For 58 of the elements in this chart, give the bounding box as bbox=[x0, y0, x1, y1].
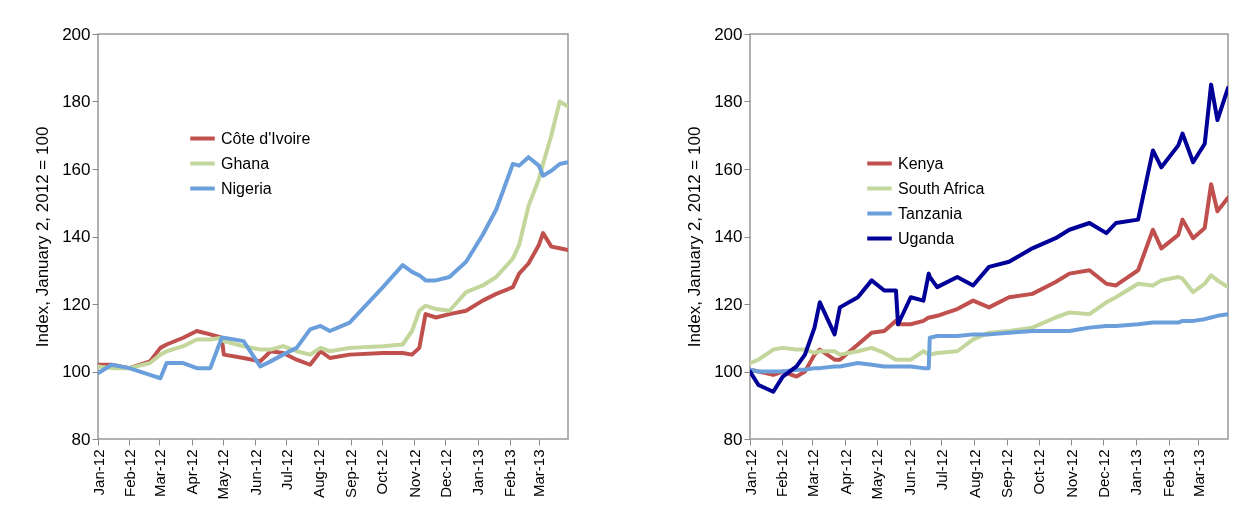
y-tick-label: 180 bbox=[62, 92, 91, 111]
x-tick-label: Feb-13 bbox=[1160, 449, 1178, 498]
x-tick-label: Jan-12 bbox=[741, 449, 759, 496]
y-tick-label: 140 bbox=[714, 227, 743, 246]
x-tick-label: Sep-12 bbox=[998, 449, 1016, 498]
x-tick-label: Mar-12 bbox=[803, 449, 821, 498]
x-tick-label: May-12 bbox=[868, 449, 886, 500]
x-tick-label: Jul-12 bbox=[932, 449, 950, 491]
x-tick-label: Sep-12 bbox=[342, 449, 360, 498]
x-tick-label: Jun-12 bbox=[246, 449, 264, 496]
line-series bbox=[98, 99, 568, 371]
y-axis-title: Index, January 2, 2012 = 100 bbox=[685, 126, 705, 348]
x-tick-label: Mar-13 bbox=[1189, 449, 1207, 498]
x-tick-label: Oct-12 bbox=[373, 449, 391, 495]
legend-label: Nigeria bbox=[221, 179, 272, 197]
legend-label: Uganda bbox=[898, 229, 955, 247]
legend-label: Côte d'Ivoire bbox=[221, 129, 311, 147]
y-tick-label: 140 bbox=[62, 227, 91, 246]
y-tick-label: 160 bbox=[62, 159, 91, 179]
legend-label: South Africa bbox=[898, 179, 985, 197]
line-series bbox=[750, 82, 1228, 394]
y-axis-title: Index, January 2, 2012 = 100 bbox=[33, 126, 53, 348]
x-tick-label: Jul-12 bbox=[277, 449, 295, 491]
x-tick-label: Jan-13 bbox=[469, 449, 487, 496]
x-tick-label: Feb-13 bbox=[501, 449, 519, 498]
x-tick-label: Mar-12 bbox=[150, 449, 168, 498]
x-tick-label: Nov-12 bbox=[1062, 449, 1080, 498]
y-tick-label: 120 bbox=[62, 294, 91, 314]
x-tick-label: Dec-12 bbox=[436, 449, 454, 498]
x-tick-label: Jan-12 bbox=[89, 449, 107, 496]
x-tick-label: Dec-12 bbox=[1094, 449, 1112, 498]
x-tick-label: May-12 bbox=[214, 449, 232, 500]
line-series bbox=[750, 312, 1228, 374]
y-tick-label: 80 bbox=[71, 429, 91, 449]
x-tick-label: Jun-12 bbox=[901, 449, 919, 496]
legend-label: Ghana bbox=[221, 154, 270, 172]
legend-label: Tanzania bbox=[898, 204, 963, 222]
x-tick-label: Aug-12 bbox=[309, 449, 327, 498]
y-tick-label: 160 bbox=[714, 159, 743, 179]
y-tick-label: 200 bbox=[714, 24, 743, 44]
x-tick-label: Mar-13 bbox=[530, 449, 548, 498]
y-tick-label: 120 bbox=[714, 294, 743, 314]
line-series bbox=[98, 155, 568, 381]
x-tick-label: Feb-12 bbox=[773, 449, 791, 498]
x-tick-label: Oct-12 bbox=[1030, 449, 1048, 495]
x-tick-label: Nov-12 bbox=[405, 449, 423, 498]
x-tick-label: Apr-12 bbox=[836, 449, 854, 495]
y-tick-label: 100 bbox=[62, 362, 91, 381]
y-tick-label: 80 bbox=[723, 429, 743, 449]
y-tick-label: 100 bbox=[714, 362, 743, 381]
x-tick-label: Apr-12 bbox=[183, 449, 201, 495]
line-series bbox=[750, 273, 1228, 366]
y-tick-label: 200 bbox=[62, 24, 91, 44]
x-tick-label: Feb-12 bbox=[120, 449, 138, 498]
y-tick-label: 180 bbox=[714, 92, 743, 111]
x-tick-label: Aug-12 bbox=[965, 449, 983, 498]
legend-label: Kenya bbox=[898, 154, 944, 172]
x-tick-label: Jan-13 bbox=[1127, 449, 1145, 496]
